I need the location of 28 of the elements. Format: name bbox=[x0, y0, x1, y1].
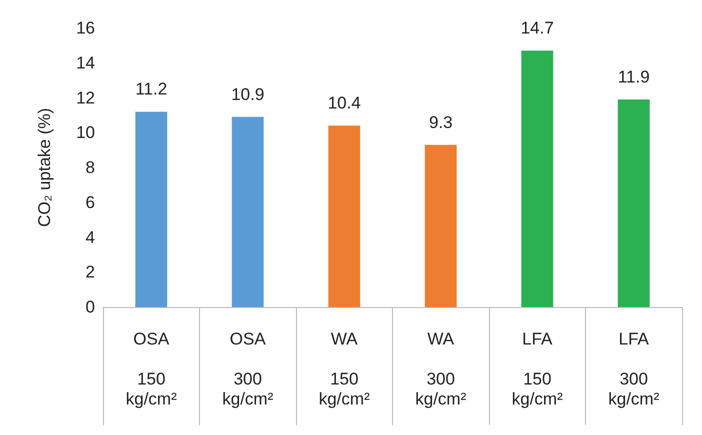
category-label: OSA 300 kg/cm² bbox=[222, 330, 274, 408]
data-label: 14.7 bbox=[520, 18, 554, 38]
category-label: LFA 300 kg/cm² bbox=[608, 330, 660, 408]
y-tick-label: 0 bbox=[86, 298, 95, 316]
y-tick-label: 8 bbox=[86, 158, 95, 177]
y-tick-label: 4 bbox=[86, 228, 95, 247]
y-tick-label: 2 bbox=[86, 262, 95, 282]
bar bbox=[618, 99, 650, 307]
y-tick-label: 14 bbox=[76, 53, 95, 72]
category-label: OSA 150 kg/cm² bbox=[126, 330, 177, 408]
bar bbox=[135, 112, 168, 307]
category-label: LFA 150 kg/cm² bbox=[512, 330, 563, 408]
data-label: 9.3 bbox=[428, 112, 453, 132]
bar bbox=[521, 50, 554, 307]
category-label: WA 300 kg/cm² bbox=[415, 330, 466, 408]
category-label: WA 150 kg/cm² bbox=[318, 330, 370, 408]
bar bbox=[424, 144, 457, 307]
y-axis-title: CO₂ uptake (%) bbox=[35, 108, 54, 228]
y-tick-label: 6 bbox=[86, 192, 95, 212]
data-label: 10.9 bbox=[231, 84, 264, 104]
data-label: 11.2 bbox=[135, 80, 168, 99]
y-tick-label: 12 bbox=[76, 88, 95, 108]
data-label: 11.9 bbox=[618, 67, 650, 86]
bar bbox=[232, 116, 264, 307]
bar bbox=[328, 126, 360, 307]
y-tick-label: 16 bbox=[76, 18, 95, 38]
y-tick-label: 10 bbox=[76, 123, 95, 142]
data-label: 10.4 bbox=[328, 94, 361, 113]
